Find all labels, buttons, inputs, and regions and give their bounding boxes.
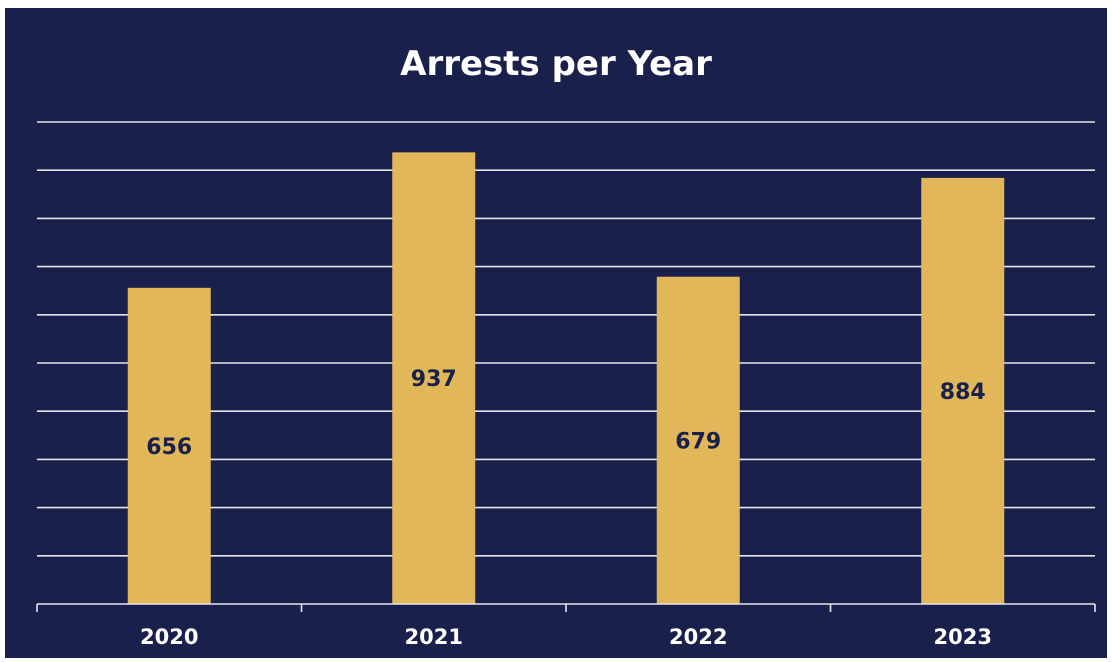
bar-2021 [392,152,476,604]
x-tick-label-2022: 2022 [669,625,727,649]
bars: 656 937 679 884 [127,152,1005,605]
x-tick-label-2021: 2021 [405,625,463,649]
bar-2023 [921,177,1005,605]
bar-2020 [127,287,211,604]
bar-2022 [656,276,740,604]
data-label-2021: 937 [411,367,457,392]
data-label-2023: 884 [940,380,986,405]
data-label-2020: 656 [146,435,192,460]
gridlines [37,121,1095,557]
data-label-2022: 679 [675,429,721,454]
x-tick-label-2020: 2020 [140,625,198,649]
chart-title: Arrests per Year [400,44,712,84]
x-axis: 2020 2021 2022 2023 [36,603,1096,649]
x-tick-label-2023: 2023 [934,625,992,649]
